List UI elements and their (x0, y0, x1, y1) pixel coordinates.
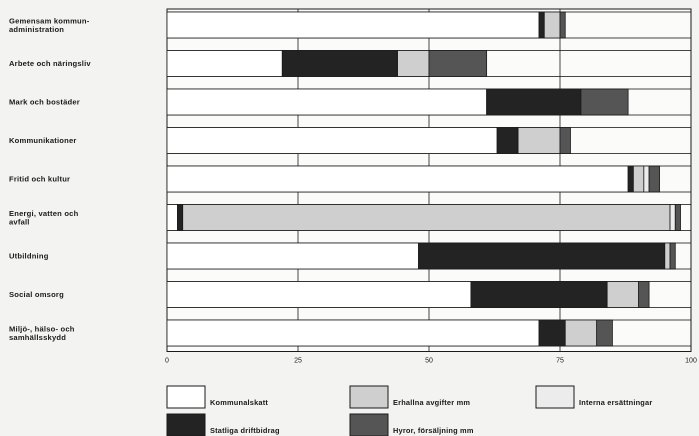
category-label-utbildning: Utbildning (9, 252, 49, 261)
legend-item-kommunalskatt: Kommunalskatt (166, 385, 268, 409)
legend-item-statliga-driftbidrag: Statliga driftbidrag (166, 413, 280, 436)
bar-kommunikationer-statliga-driftbidrag (496, 127, 519, 154)
bar-energi-vatten-och-avfall-erhallna-avgifter-mm (182, 204, 671, 231)
legend-label-hyror-forsaljning-mm: Hyror, försäljning mm (393, 426, 474, 435)
plot-area (166, 8, 692, 352)
bar-arbete-och-naringsliv-hyror-forsaljning-mm (428, 50, 488, 77)
bar-utbildning-kommunalskatt (166, 242, 419, 270)
bar-gemensam-kommun-administration-statliga-driftbidrag (538, 11, 545, 39)
category-label-social-omsorg: Social omsorg (9, 290, 64, 299)
category-label-kommunikationer: Kommunikationer (9, 136, 77, 145)
bar-miljo-halso-och-samhallsskydd-statliga-driftbidrag (538, 319, 566, 347)
tick-label-25: 25 (294, 358, 302, 365)
bar-fritid-och-kultur-hyror-forsaljning-mm (648, 165, 660, 193)
category-label-fritid-och-kultur: Fritid och kultur (9, 175, 70, 184)
bar-mark-och-bostader-kommunalskatt (166, 88, 488, 116)
bar-utbildning-statliga-driftbidrag (418, 242, 666, 270)
bar-fritid-och-kultur-kommunalskatt (166, 165, 629, 193)
bar-social-omsorg-erhallna-avgifter-mm (606, 281, 639, 308)
tick-label-100: 100 (685, 358, 697, 365)
bar-kommunikationer-hyror-forsaljning-mm (559, 127, 571, 154)
bar-energi-vatten-och-avfall-kommunalskatt (166, 204, 178, 231)
bar-energi-vatten-och-avfall-interna-ersattningar (669, 204, 676, 231)
legend-label-interna-ersattningar: Interna ersättningar (579, 398, 652, 407)
legend-label-kommunalskatt: Kommunalskatt (210, 398, 268, 407)
category-label-mark-och-bostader: Mark och bostäder (9, 98, 80, 107)
bar-arbete-och-naringsliv-erhallna-avgifter-mm (397, 50, 430, 77)
legend-swatch-interna-ersattningar (535, 385, 575, 409)
bar-utbildning-hyror-forsaljning-mm (669, 242, 676, 270)
bar-kommunikationer-kommunalskatt (166, 127, 498, 154)
bar-social-omsorg-kommunalskatt (166, 281, 472, 308)
legend-swatch-statliga-driftbidrag (166, 413, 206, 436)
bar-fritid-och-kultur-statliga-driftbidrag (627, 165, 634, 193)
legend-item-interna-ersattningar: Interna ersättningar (535, 385, 652, 409)
bar-arbete-och-naringsliv-statliga-driftbidrag (281, 50, 398, 77)
bar-utbildning-erhallna-avgifter-mm (664, 242, 671, 270)
legend: Kommunalskatt Statliga driftbidrag Erhalln… (166, 385, 652, 436)
bar-mark-och-bostader-hyror-forsaljning-mm (580, 88, 629, 116)
bar-gemensam-kommun-administration-kommunalskatt (166, 11, 540, 39)
bar-energi-vatten-och-avfall-hyror-forsaljning-mm (674, 204, 681, 231)
bar-fritid-och-kultur-interna-ersattningar (643, 165, 650, 193)
legend-label-statliga-driftbidrag: Statliga driftbidrag (210, 426, 280, 435)
tick-label-75: 75 (556, 358, 564, 365)
legend-swatch-kommunalskatt (166, 385, 206, 409)
bar-gemensam-kommun-administration-hyror-forsaljning-mm (559, 11, 566, 39)
bar-social-omsorg-statliga-driftbidrag (470, 281, 608, 308)
bar-gemensam-kommun-administration-erhallna-avgifter-mm (543, 11, 561, 39)
bar-kommunikationer-erhallna-avgifter-mm (517, 127, 561, 154)
category-label-gemensam-kommun-administration: Gemensam kommun-administration (9, 16, 90, 34)
bar-mark-och-bostader-statliga-driftbidrag (486, 88, 582, 116)
x-axis-ticks: 0 25 50 75 100 (165, 358, 697, 365)
legend-swatch-hyror-forsaljning-mm (349, 413, 389, 436)
bar-social-omsorg-hyror-forsaljning-mm (638, 281, 650, 308)
bar-energi-vatten-och-avfall-statliga-driftbidrag (177, 204, 184, 231)
bar-miljo-halso-och-samhallsskydd-hyror-forsaljning-mm (596, 319, 613, 347)
category-label-arbete-och-naringsliv: Arbete och näringsliv (9, 59, 91, 68)
bar-miljo-halso-och-samhallsskydd-erhallna-avgifter-mm (564, 319, 598, 347)
category-labels: Gemensam kommun-administration Arbete och… (9, 16, 91, 342)
legend-item-erhallna-avgifter-mm: Erhallna avgifter mm (349, 385, 470, 409)
legend-swatch-erhallna-avgifter-mm (349, 385, 389, 409)
category-label-miljo-halso-och-samhallsskydd: Miljö-, hälso- och samhällsskydd (9, 324, 75, 342)
tick-label-0: 0 (165, 358, 169, 365)
bar-miljo-halso-och-samhallsskydd-kommunalskatt (166, 319, 540, 347)
legend-label-erhallna-avgifter-mm: Erhallna avgifter mm (393, 398, 470, 407)
bar-fritid-och-kultur-erhallna-avgifter-mm (632, 165, 645, 193)
tick-label-50: 50 (425, 358, 433, 365)
legend-item-hyror-forsaljning-mm: Hyror, försäljning mm (349, 413, 474, 436)
category-label-energi-vatten-och-avfall: Energi, vatten och avfall (9, 209, 79, 227)
bar-arbete-och-naringsliv-kommunalskatt (166, 50, 283, 77)
